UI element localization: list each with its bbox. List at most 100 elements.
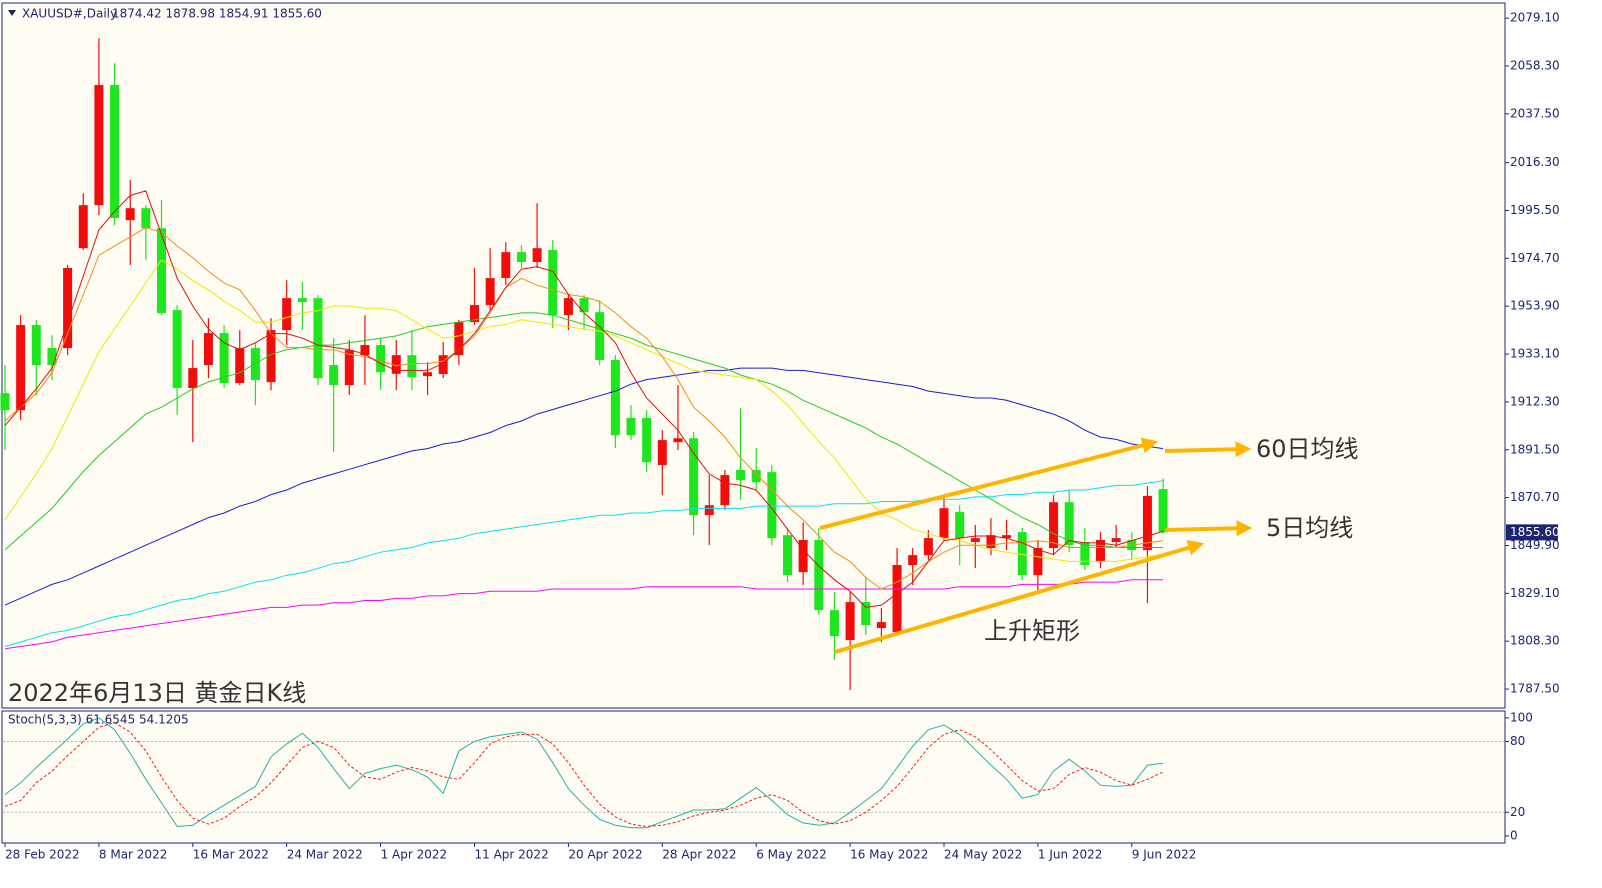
candle-body	[94, 85, 104, 206]
candle-body	[1158, 489, 1168, 533]
line-series	[4, 227, 1164, 590]
candle-body	[16, 325, 26, 411]
stoch-panel	[1, 710, 1506, 844]
candle-body	[970, 538, 980, 543]
candle-body	[78, 205, 88, 249]
candle-body	[939, 508, 949, 539]
candle-body	[876, 622, 886, 629]
y-tick-label: 1870.70	[1510, 490, 1560, 504]
x-tick-label: 8 Mar 2022	[99, 848, 167, 862]
y-tick-label: 2079.10	[1510, 11, 1560, 25]
ma60-arrow	[1164, 441, 1252, 458]
candle-body	[188, 368, 198, 389]
candle-body	[63, 267, 73, 349]
candle-body	[219, 333, 229, 384]
y-tick-label: 1953.90	[1510, 299, 1560, 313]
x-tick-label: 24 May 2022	[944, 848, 1022, 862]
y-tick-label: 1995.50	[1510, 203, 1560, 217]
line-series	[4, 259, 1164, 562]
candle-body	[1002, 535, 1012, 539]
x-tick-label: 16 Mar 2022	[193, 848, 269, 862]
line-series	[4, 480, 1164, 647]
candle-body	[829, 610, 839, 637]
candle-body	[282, 298, 292, 331]
upper-trend-arrow	[819, 437, 1159, 530]
x-tick-label: 9 Jun 2022	[1132, 848, 1197, 862]
candle-body	[501, 252, 511, 279]
y-tick-label: 1849.90	[1510, 538, 1560, 552]
y-tick-label: 1787.50	[1510, 682, 1560, 696]
candle-body	[642, 418, 652, 463]
candle-body	[595, 312, 605, 361]
y-tick-label: 0	[1510, 828, 1518, 842]
stoch-title: Stoch(5,3,3) 61.6545 54.1205	[8, 713, 189, 727]
candle-body	[626, 418, 636, 436]
candle-body	[548, 250, 558, 316]
y-tick-label: 2037.50	[1510, 106, 1560, 120]
candle-body	[563, 298, 573, 316]
line-series	[4, 579, 1164, 650]
y-tick-label: 2058.30	[1510, 58, 1560, 72]
y-tick-label: 80	[1510, 734, 1525, 748]
candle-body	[141, 208, 151, 229]
y-tick-label: 100	[1510, 710, 1533, 724]
price-tag-label: 1855.60	[1510, 525, 1560, 539]
x-tick-label: 24 Mar 2022	[287, 848, 363, 862]
y-tick-label: 1974.70	[1510, 251, 1560, 265]
candle-body	[783, 535, 792, 576]
candle-body	[751, 470, 761, 483]
candle-body	[673, 438, 683, 443]
x-tick-label: 28 Feb 2022	[5, 848, 80, 862]
candle-body	[579, 298, 589, 313]
ohlc-text: 1874.42 1878.98 1854.91 1855.60	[112, 7, 322, 21]
candle-body	[0, 393, 10, 411]
candle-body	[235, 348, 245, 384]
candle-body	[861, 602, 871, 626]
line-series	[4, 190, 1164, 608]
y-tick-label: 1808.30	[1510, 634, 1560, 648]
x-tick-label: 16 May 2022	[850, 848, 928, 862]
price-tag	[1506, 524, 1558, 541]
candle-body	[892, 565, 902, 632]
candle-body	[266, 330, 276, 383]
y-tick-label: 1891.50	[1510, 442, 1560, 456]
line-series	[4, 717, 1164, 829]
candle-body	[1080, 542, 1090, 566]
ma5-label: 5日均线	[1266, 514, 1353, 542]
line-series	[4, 722, 1164, 828]
candle-body	[908, 555, 918, 566]
candle-body	[125, 208, 135, 221]
candle-body	[798, 539, 808, 573]
x-tick-label: 6 May 2022	[756, 848, 827, 862]
menu-triangle	[8, 10, 16, 16]
candle-body	[1142, 496, 1152, 551]
candle-body	[110, 85, 120, 219]
candle-body	[313, 298, 323, 379]
candle-body	[736, 470, 746, 481]
candle-body	[610, 360, 620, 436]
y-tick-label: 2016.30	[1510, 155, 1560, 169]
candle-body	[203, 333, 213, 366]
x-tick-label: 1 Apr 2022	[381, 848, 448, 862]
candle-body	[1064, 502, 1074, 546]
candle-body	[720, 475, 730, 506]
candle-body	[391, 355, 401, 374]
candle-body	[1111, 538, 1121, 543]
candle-body	[438, 355, 448, 375]
lower-trend-arrow	[834, 540, 1205, 654]
candle-body	[516, 252, 526, 263]
candle-body	[344, 350, 354, 386]
date-title: 2022年6月13日 黄金日K线	[8, 679, 306, 707]
x-tick-label: 1 Jun 2022	[1038, 848, 1103, 862]
y-tick-label: 1829.10	[1510, 586, 1560, 600]
symbol: XAUUSD#,Daily	[22, 7, 117, 21]
ma5-arrow	[1164, 520, 1253, 537]
candle-body	[1017, 532, 1027, 576]
y-tick-label: 1933.10	[1510, 347, 1560, 361]
candle-body	[845, 602, 855, 641]
candle-body	[955, 512, 965, 539]
x-tick-label: 28 Apr 2022	[662, 848, 736, 862]
y-tick-label: 1912.30	[1510, 394, 1560, 408]
candle-body	[986, 535, 996, 549]
